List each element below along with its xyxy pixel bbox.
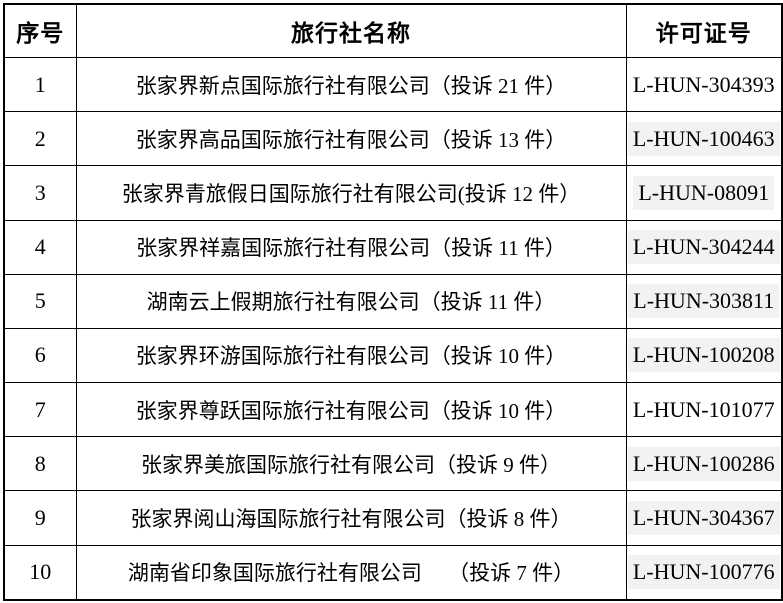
table-row: 2 张家界高品国际旅行社有限公司（投诉 13 件） L-HUN-100463 bbox=[3, 111, 783, 167]
row-number: 9 bbox=[3, 490, 77, 546]
agency-name: 张家界美旅国际旅行社有限公司（投诉 9 件） bbox=[75, 436, 627, 492]
agency-name: 张家界环游国际旅行社有限公司（投诉 10 件） bbox=[75, 327, 627, 384]
license-cell: L-HUN-100776 bbox=[625, 544, 783, 601]
license-number: L-HUN-08091 bbox=[633, 175, 775, 210]
row-number: 4 bbox=[3, 219, 77, 275]
license-number: L-HUN-304367 bbox=[627, 500, 780, 535]
license-cell: L-HUN-100463 bbox=[625, 111, 783, 167]
table-row: 10 湖南省印象国际旅行社有限公司 （投诉 7 件） L-HUN-100776 bbox=[3, 544, 783, 601]
license-cell: L-HUN-303811 bbox=[625, 273, 783, 329]
license-number: L-HUN-304393 bbox=[632, 71, 775, 97]
license-cell: L-HUN-304367 bbox=[625, 490, 783, 546]
row-number: 2 bbox=[3, 111, 77, 167]
license-number: L-HUN-303811 bbox=[628, 284, 780, 319]
row-number: 8 bbox=[3, 436, 77, 492]
license-number: L-HUN-100286 bbox=[627, 446, 780, 481]
license-number: L-HUN-100208 bbox=[627, 338, 780, 373]
license-cell: L-HUN-304393 bbox=[625, 56, 783, 113]
table-row: 3 张家界青旅假日国际旅行社有限公司(投诉 12 件） L-HUN-08091 bbox=[3, 165, 783, 221]
table-header-row: 序号 旅行社名称 许可证号 bbox=[3, 3, 783, 58]
license-cell: L-HUN-304244 bbox=[625, 219, 783, 275]
table-row: 4 张家界祥嘉国际旅行社有限公司（投诉 11 件） L-HUN-304244 bbox=[3, 219, 783, 275]
license-number: L-HUN-101077 bbox=[632, 396, 775, 422]
travel-agency-complaint-table: 序号 旅行社名称 许可证号 1 张家界新点国际旅行社有限公司（投诉 21 件） … bbox=[3, 3, 783, 601]
agency-name: 张家界祥嘉国际旅行社有限公司（投诉 11 件） bbox=[75, 219, 627, 275]
table-row: 9 张家界阅山海国际旅行社有限公司（投诉 8 件） L-HUN-304367 bbox=[3, 490, 783, 546]
license-number: L-HUN-304244 bbox=[627, 230, 780, 265]
table-row: 5 湖南云上假期旅行社有限公司（投诉 11 件） L-HUN-303811 bbox=[3, 273, 783, 329]
agency-name: 张家界阅山海国际旅行社有限公司（投诉 8 件） bbox=[75, 490, 627, 546]
agency-name: 湖南云上假期旅行社有限公司（投诉 11 件） bbox=[75, 273, 627, 329]
row-number: 10 bbox=[3, 544, 77, 601]
agency-name: 张家界青旅假日国际旅行社有限公司(投诉 12 件） bbox=[75, 165, 627, 221]
header-agency-name: 旅行社名称 bbox=[75, 3, 627, 58]
table-row: 7 张家界尊跃国际旅行社有限公司（投诉 10 件） L-HUN-101077 bbox=[3, 382, 783, 438]
agency-name: 湖南省印象国际旅行社有限公司 （投诉 7 件） bbox=[75, 544, 627, 601]
row-number: 7 bbox=[3, 382, 77, 438]
agency-name: 张家界新点国际旅行社有限公司（投诉 21 件） bbox=[75, 56, 627, 113]
license-cell: L-HUN-08091 bbox=[625, 165, 783, 221]
license-number: L-HUN-100776 bbox=[627, 555, 780, 590]
license-cell: L-HUN-100208 bbox=[625, 327, 783, 384]
table-row: 8 张家界美旅国际旅行社有限公司（投诉 9 件） L-HUN-100286 bbox=[3, 436, 783, 492]
row-number: 1 bbox=[3, 56, 77, 113]
row-number: 5 bbox=[3, 273, 77, 329]
header-serial-number: 序号 bbox=[3, 3, 77, 58]
row-number: 3 bbox=[3, 165, 77, 221]
table-row: 1 张家界新点国际旅行社有限公司（投诉 21 件） L-HUN-304393 bbox=[3, 56, 783, 113]
table-row: 6 张家界环游国际旅行社有限公司（投诉 10 件） L-HUN-100208 bbox=[3, 327, 783, 384]
agency-name: 张家界尊跃国际旅行社有限公司（投诉 10 件） bbox=[75, 382, 627, 438]
license-cell: L-HUN-101077 bbox=[625, 382, 783, 438]
agency-name: 张家界高品国际旅行社有限公司（投诉 13 件） bbox=[75, 111, 627, 167]
license-cell: L-HUN-100286 bbox=[625, 436, 783, 492]
row-number: 6 bbox=[3, 327, 77, 384]
header-license-number: 许可证号 bbox=[625, 3, 783, 58]
license-number: L-HUN-100463 bbox=[627, 121, 780, 156]
